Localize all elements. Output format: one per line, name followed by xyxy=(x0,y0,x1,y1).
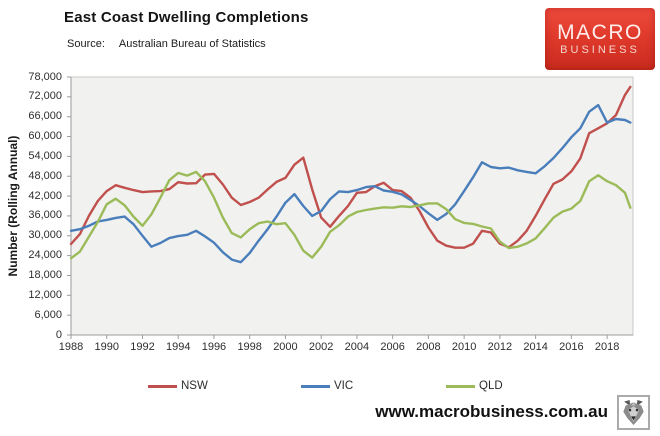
x-axis-tick-label: 2000 xyxy=(273,341,298,353)
source-line: Source: Australian Bureau of Statistics xyxy=(67,38,266,50)
y-axis-tick-label: 30,000 xyxy=(28,229,62,242)
x-axis-tick-label: 1990 xyxy=(94,341,119,353)
x-axis-tick-label: 2008 xyxy=(416,341,441,353)
x-axis-tick-label: 1996 xyxy=(201,341,227,353)
chart-title: East Coast Dwelling Completions xyxy=(64,9,309,26)
legend-item-nsw: NSW xyxy=(148,379,208,393)
x-axis-tick-label: 1994 xyxy=(165,341,191,353)
x-axis-tick-label: 2018 xyxy=(594,341,620,353)
macrobusiness-logo: MACRO BUSINESS xyxy=(545,8,655,70)
source-label: Source: xyxy=(67,38,105,50)
wolf-icon xyxy=(623,400,644,425)
x-axis-tick-label: 2014 xyxy=(523,341,548,353)
y-axis-tick-label: 60,000 xyxy=(28,130,62,143)
y-axis-tick-label: 72,000 xyxy=(28,90,62,103)
y-axis-tick-label: 66,000 xyxy=(28,110,62,123)
y-axis-tick-label: 42,000 xyxy=(28,189,62,202)
legend-label-nsw: NSW xyxy=(181,380,208,392)
legend-label-qld: QLD xyxy=(479,380,503,392)
wolf-logo xyxy=(617,395,650,430)
legend-swatch-qld xyxy=(446,384,475,388)
y-axis-tick-label: 18,000 xyxy=(28,268,62,281)
vic-line xyxy=(69,103,632,264)
y-axis-tick-label: 6,000 xyxy=(34,308,62,321)
x-axis-tick-label: 1992 xyxy=(130,341,155,353)
y-axis-tick-label: 78,000 xyxy=(28,70,62,83)
legend-label-vic: VIC xyxy=(334,380,354,392)
x-axis-tick-label: 2016 xyxy=(559,341,584,353)
x-axis-tick-label: 2010 xyxy=(451,341,477,353)
website-url[interactable]: www.macrobusiness.com.au xyxy=(375,402,608,421)
legend-swatch-nsw xyxy=(148,384,177,388)
x-axis-tick-label: 2004 xyxy=(344,341,370,353)
x-axis-tick-label: 1998 xyxy=(237,341,262,353)
y-axis-tick-label: 48,000 xyxy=(28,169,62,182)
y-axis-tick-label: 54,000 xyxy=(28,149,62,162)
y-axis-tick-label: 0 xyxy=(55,328,62,341)
legend-item-vic: VIC xyxy=(301,379,353,393)
plot-area xyxy=(70,76,634,336)
legend-swatch-vic xyxy=(301,384,330,388)
y-axis-tick-label: 24,000 xyxy=(28,249,62,262)
x-axis-tick-label: 2006 xyxy=(380,341,405,353)
logo-line2: BUSINESS xyxy=(560,44,640,56)
y-axis-tick-label: 36,000 xyxy=(28,209,62,222)
logo-line1: MACRO xyxy=(557,21,643,44)
legend-item-qld: QLD xyxy=(446,379,503,393)
x-axis-tick-label: 1988 xyxy=(58,341,84,353)
x-axis-tick-label: 2012 xyxy=(487,341,513,353)
source-text: Australian Bureau of Statistics xyxy=(118,38,266,50)
qld-line xyxy=(69,170,632,260)
y-axis-tick-label: 12,000 xyxy=(28,288,62,301)
x-axis-tick-label: 2002 xyxy=(308,341,334,353)
